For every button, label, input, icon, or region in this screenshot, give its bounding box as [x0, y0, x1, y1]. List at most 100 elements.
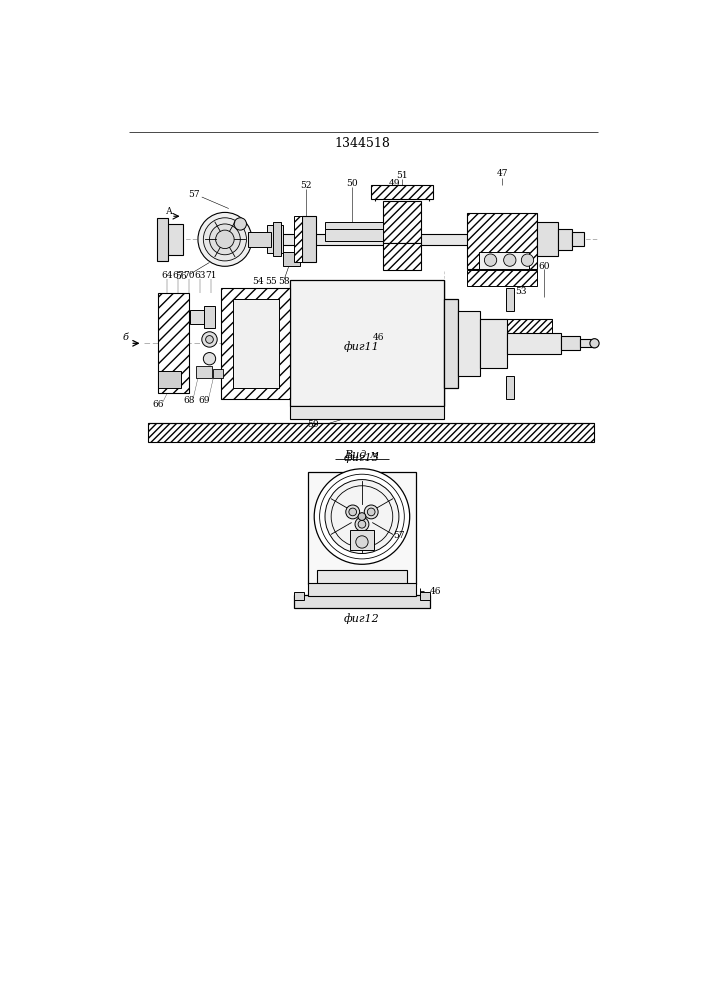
Bar — [382, 201, 421, 243]
Bar — [157, 218, 168, 261]
Text: 68: 68 — [183, 396, 194, 405]
Bar — [479, 252, 529, 269]
Text: фиг13: фиг13 — [344, 452, 380, 463]
Circle shape — [216, 230, 234, 249]
Text: 60: 60 — [539, 262, 550, 271]
Circle shape — [358, 513, 366, 520]
Text: фиг12: фиг12 — [344, 614, 380, 624]
Circle shape — [198, 212, 252, 266]
Bar — [259, 319, 552, 336]
Bar — [559, 229, 572, 250]
Bar — [506, 376, 514, 399]
Bar — [190, 310, 204, 324]
Bar — [537, 222, 559, 256]
Text: 66: 66 — [152, 400, 163, 409]
Text: 69: 69 — [199, 396, 210, 405]
Bar — [444, 299, 458, 388]
Text: 63: 63 — [194, 271, 206, 280]
Text: 57: 57 — [188, 190, 200, 199]
Bar — [158, 371, 181, 388]
Bar — [317, 570, 407, 584]
Bar — [325, 222, 382, 229]
Bar — [167, 224, 182, 255]
Text: 50: 50 — [346, 179, 358, 188]
Bar — [506, 288, 514, 311]
Bar — [467, 270, 537, 286]
Text: 51: 51 — [396, 171, 408, 180]
Bar — [420, 592, 430, 600]
Circle shape — [201, 332, 217, 347]
Bar — [274, 222, 281, 256]
Circle shape — [355, 517, 369, 531]
Circle shape — [590, 339, 599, 348]
Bar — [291, 406, 444, 419]
Text: 47: 47 — [496, 169, 508, 178]
Bar — [214, 369, 223, 378]
Text: Вид м: Вид м — [344, 450, 380, 460]
Circle shape — [234, 218, 247, 230]
Circle shape — [204, 218, 247, 261]
Bar — [302, 216, 316, 262]
Circle shape — [325, 480, 399, 554]
Text: 58: 58 — [279, 277, 290, 286]
Text: 56: 56 — [175, 272, 187, 281]
Bar — [308, 472, 416, 584]
Bar — [382, 243, 421, 270]
Circle shape — [364, 505, 378, 519]
Bar — [507, 333, 561, 354]
Circle shape — [349, 508, 356, 516]
Text: 67: 67 — [173, 271, 184, 280]
Bar — [233, 299, 279, 388]
Text: 46: 46 — [429, 587, 441, 596]
Text: 54: 54 — [252, 277, 264, 286]
Circle shape — [521, 254, 534, 266]
Circle shape — [368, 508, 375, 516]
Bar — [572, 232, 585, 246]
Text: б: б — [122, 333, 129, 342]
Circle shape — [346, 505, 360, 519]
Bar — [325, 229, 382, 241]
Bar — [283, 252, 300, 266]
Circle shape — [314, 469, 409, 564]
Text: 53: 53 — [515, 287, 527, 296]
Bar — [244, 234, 552, 245]
Bar — [480, 319, 507, 368]
Bar — [467, 213, 537, 269]
Bar — [371, 185, 433, 199]
Circle shape — [206, 336, 214, 343]
Text: 57: 57 — [393, 531, 404, 540]
Text: 46: 46 — [373, 333, 385, 342]
Text: 59: 59 — [308, 420, 320, 429]
Text: 70: 70 — [183, 271, 194, 280]
Circle shape — [204, 353, 216, 365]
Bar — [294, 595, 430, 608]
Circle shape — [358, 520, 366, 528]
Bar — [291, 280, 444, 406]
Bar — [294, 216, 302, 262]
Bar — [351, 530, 373, 550]
Bar — [221, 288, 291, 399]
Bar — [458, 311, 480, 376]
Bar — [197, 366, 212, 378]
Text: 49: 49 — [389, 179, 400, 188]
Text: 64: 64 — [161, 271, 173, 280]
Bar — [267, 225, 283, 253]
Text: фиг11: фиг11 — [344, 341, 380, 352]
Circle shape — [356, 536, 368, 548]
Bar — [158, 293, 189, 393]
Text: А: А — [166, 207, 173, 216]
Text: 55: 55 — [265, 277, 277, 286]
Bar — [148, 423, 595, 442]
Text: 52: 52 — [300, 181, 312, 190]
Bar — [580, 339, 594, 347]
Circle shape — [209, 224, 240, 255]
Bar — [204, 306, 215, 328]
Bar — [248, 232, 271, 247]
Bar — [294, 592, 304, 600]
Circle shape — [484, 254, 497, 266]
Text: 1344518: 1344518 — [334, 137, 390, 150]
Bar — [308, 583, 416, 596]
Text: 71: 71 — [205, 271, 217, 280]
Circle shape — [503, 254, 516, 266]
Bar — [561, 336, 580, 350]
